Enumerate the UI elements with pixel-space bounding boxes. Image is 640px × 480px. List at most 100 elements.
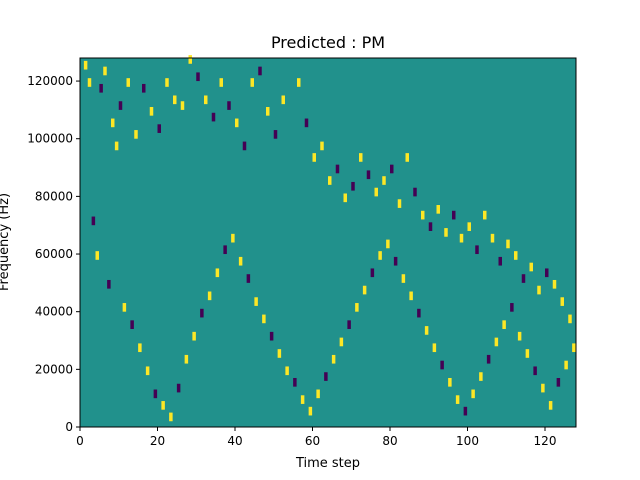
heatmap-cell (386, 239, 390, 249)
heatmap-cell (277, 349, 282, 358)
y-tick-label: 20000 (35, 362, 73, 376)
heatmap-cell (471, 389, 475, 399)
heatmap-cell (107, 279, 111, 289)
heatmap-cell (254, 297, 258, 306)
heatmap-cell (548, 401, 553, 410)
heatmap-cell (335, 164, 340, 174)
heatmap-cell (262, 314, 266, 324)
heatmap-cell (215, 268, 220, 278)
heatmap-cell (95, 251, 99, 260)
heatmap-cell (138, 343, 142, 353)
heatmap-cell (114, 141, 119, 151)
heatmap-cell (157, 124, 161, 133)
heatmap-cell (401, 274, 406, 283)
heatmap-cell (188, 55, 192, 64)
heatmap-cell (111, 118, 115, 128)
heatmap-cell (486, 354, 491, 364)
y-tick-label: 0 (65, 420, 73, 434)
heatmap-cell (521, 274, 526, 283)
heatmap-cell (192, 331, 196, 341)
x-tick-label: 120 (534, 434, 557, 448)
heatmap-cell (378, 251, 382, 260)
heatmap-cell (537, 285, 541, 295)
heatmap-cell (91, 216, 96, 226)
y-tick-label: 80000 (35, 189, 73, 203)
heatmap-cell (83, 60, 88, 70)
heatmap-cell (122, 303, 127, 312)
heatmap-cell (436, 205, 440, 214)
y-axis-label: Frequency (Hz) (0, 193, 12, 291)
heatmap-cell (564, 360, 568, 370)
heatmap-cell (498, 256, 502, 266)
y-tick-label: 40000 (35, 305, 73, 319)
x-axis-ticks: 0 20 40 60 80 100 120 (76, 427, 556, 448)
heatmap-cell (455, 395, 460, 404)
heatmap-cell (444, 228, 448, 237)
heatmap-cell (300, 395, 305, 404)
heatmap-cell (467, 222, 471, 231)
heatmap-cell (103, 66, 107, 76)
heatmap-cell (514, 251, 518, 260)
heatmap-cell (219, 78, 223, 87)
y-tick-label: 60000 (35, 247, 73, 261)
heatmap-cell (134, 130, 138, 139)
heatmap-cell (200, 308, 204, 318)
x-tick-label: 60 (305, 434, 320, 448)
heatmap-cell (180, 101, 185, 110)
heatmap-cell (145, 366, 150, 376)
heatmap-cell (355, 303, 359, 312)
heatmap-cell (483, 210, 487, 220)
heatmap-cell (324, 372, 328, 381)
x-tick-label: 20 (150, 434, 165, 448)
chart-title: Predicted : PM (271, 33, 385, 52)
plot-frame (79, 57, 577, 428)
heatmap-cell (393, 256, 398, 266)
y-tick-label: 120000 (27, 74, 73, 88)
heatmap-cell (293, 377, 297, 387)
heatmap-cell (362, 285, 367, 295)
heatmap-cell (99, 83, 103, 93)
heatmap-cell (153, 389, 158, 399)
heatmap-cell (448, 377, 452, 387)
x-tick-label: 40 (227, 434, 242, 448)
heatmap-cell (258, 66, 262, 76)
heatmap-cell (545, 268, 549, 278)
heatmap-cell (242, 141, 247, 151)
heatmap-cell (238, 256, 243, 266)
heatmap-cell (204, 95, 208, 105)
heatmap-cell (126, 78, 130, 87)
y-axis-ticks: 0 20000 40000 60000 80000 100000 120000 (27, 74, 80, 434)
heatmap-cell (533, 366, 537, 376)
heatmap-cell (87, 78, 92, 87)
heatmap-cell (196, 72, 200, 82)
heatmap-cell (432, 343, 437, 353)
heatmap-background (80, 58, 576, 427)
heatmap-cell (304, 118, 309, 128)
heatmap-cell (211, 112, 216, 122)
heatmap-cell (413, 187, 417, 197)
heatmap-cell (250, 78, 254, 87)
x-tick-label: 80 (382, 434, 397, 448)
y-tick-label: 100000 (27, 132, 73, 146)
heatmap-cell (359, 153, 363, 162)
heatmap-cell (149, 107, 154, 116)
heatmap-cell (366, 170, 371, 180)
heatmap-cell (556, 377, 561, 387)
heatmap-cell (452, 210, 456, 220)
heatmap-cell (169, 412, 173, 422)
heatmap-cell (173, 95, 177, 105)
plot-area (79, 55, 577, 428)
heatmap-cell (502, 320, 506, 329)
heatmap-cell (347, 320, 351, 329)
heatmap-cell (572, 343, 576, 353)
heatmap-cell (297, 78, 301, 87)
heatmap-cell (184, 354, 189, 364)
heatmap-cell (568, 314, 572, 324)
heatmap-cell (417, 308, 421, 318)
heatmap-cell (541, 383, 545, 393)
heatmap-cell (231, 233, 235, 243)
heatmap-cell (475, 245, 479, 255)
heatmap-cell (281, 95, 285, 105)
heatmap-cell (529, 262, 533, 272)
